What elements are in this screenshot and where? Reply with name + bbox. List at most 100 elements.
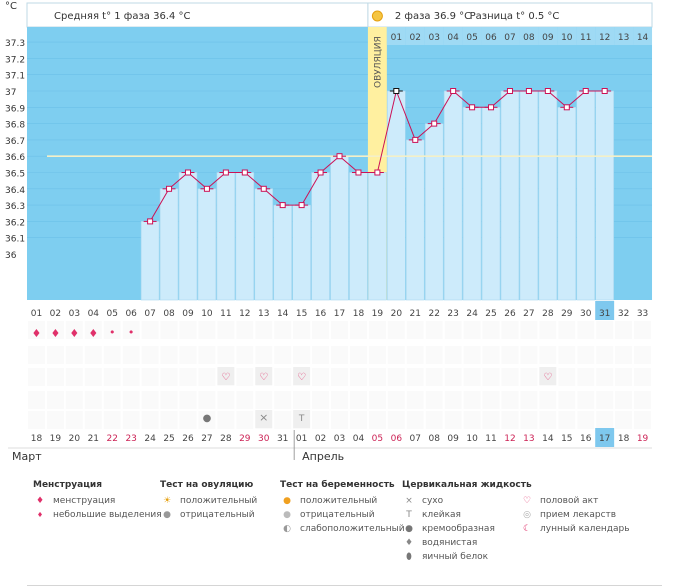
- mark-cell: [198, 321, 216, 339]
- phase-difference: Разница t° 0.5 °C: [470, 11, 560, 22]
- legend-item-label: лунный календарь: [540, 524, 630, 534]
- mark-cell: [255, 346, 273, 364]
- temperature-segment: [395, 90, 416, 141]
- temperature-point: [222, 169, 229, 176]
- month-label-march: Март: [12, 450, 42, 463]
- mark-cell: [293, 391, 311, 409]
- cycle-day-label: 33: [637, 309, 648, 319]
- mark-cell: [463, 411, 481, 429]
- mark-cell: [274, 321, 292, 339]
- spotting-drop-icon: •: [109, 326, 116, 339]
- temperature-bar: [140, 221, 160, 301]
- creamy-icon: ●: [405, 524, 413, 534]
- calendar-date: 29: [239, 434, 251, 444]
- legend-item: ● отрицательный: [280, 508, 405, 522]
- cycle-day-label: 05: [107, 309, 118, 319]
- mark-cell: [46, 411, 64, 429]
- mark-cell: [46, 368, 64, 386]
- cycle-day-label: 20: [391, 309, 403, 319]
- mark-cell: [444, 321, 462, 339]
- calendar-date: 17: [599, 434, 610, 444]
- spotting-drop-icon: •: [128, 326, 135, 339]
- temperature-segment: [206, 172, 227, 190]
- legend-item: ● кремообразная: [402, 522, 532, 536]
- legend-item-label: положительный: [300, 496, 378, 506]
- cycle-day-label: 32: [618, 309, 629, 319]
- legend-item-label: небольшие выделения: [53, 510, 162, 520]
- temperature-bar: [538, 90, 558, 301]
- calendar-date: 02: [315, 434, 326, 444]
- cycle-day-label: 24: [466, 309, 478, 319]
- temperature-point: [203, 185, 210, 192]
- menstruation-drop-icon: ♦: [88, 327, 98, 340]
- temperature-point: [355, 169, 362, 176]
- mark-cell: [217, 391, 235, 409]
- today-marker: [595, 301, 615, 320]
- mark-cell: [596, 391, 614, 409]
- mark-cell: [255, 321, 273, 339]
- calendar-date: 23: [125, 434, 136, 444]
- footer-divider: [27, 585, 662, 586]
- calendar-date: 19: [637, 434, 649, 444]
- y-axis-unit: °C: [5, 1, 17, 12]
- sun-grey-icon: ●: [163, 510, 171, 520]
- temperature-bar: [254, 188, 274, 301]
- drop-grey-icon: ♦: [404, 538, 414, 548]
- mark-cell: [387, 321, 405, 339]
- mark-cell: [28, 321, 45, 339]
- mark-cell: [577, 391, 595, 409]
- mark-cell: [179, 368, 197, 386]
- legend-item: ● отрицательный: [160, 508, 257, 522]
- mark-cell: [444, 411, 462, 429]
- y-tick-label: 36.2: [5, 218, 25, 228]
- legend-item: ⬮ яичный белок: [402, 550, 532, 564]
- mark-cell: [312, 346, 330, 364]
- cycle-day-label: 08: [163, 309, 175, 319]
- mark-cell: [501, 391, 519, 409]
- mark-cell: [312, 368, 330, 386]
- mark-cell: [615, 411, 633, 429]
- drop-small-icon: ♦: [36, 511, 44, 519]
- temperature-point: [412, 136, 419, 143]
- temperature-point: [147, 218, 154, 225]
- mark-cell: [198, 391, 216, 409]
- mark-cell: [103, 411, 121, 429]
- mark-cell: [520, 368, 538, 386]
- cycle-day-label: 13: [258, 309, 269, 319]
- mark-cell: [103, 391, 121, 409]
- mark-cell: [122, 346, 140, 364]
- temperature-point: [393, 88, 400, 94]
- mark-cell: [331, 321, 348, 339]
- mark-cell: [368, 321, 386, 339]
- dpo-day-label: 11: [580, 33, 591, 43]
- menstruation-drop-icon: ♦: [50, 327, 60, 340]
- calendar-date: 01: [296, 434, 307, 444]
- dpo-cell: [481, 27, 501, 45]
- legend-group: Тест на беременность ● положительный ● отриц…: [280, 480, 405, 536]
- y-tick-label: 36.9: [5, 104, 25, 114]
- mark-cell: [217, 321, 235, 339]
- calendar-date: 05: [372, 434, 383, 444]
- calendar-date: 28: [220, 434, 232, 444]
- mark-cell: [160, 411, 178, 429]
- calendar-date: 22: [107, 434, 118, 444]
- mark-cell: [349, 321, 367, 339]
- mark-cell: [387, 346, 405, 364]
- mark-cell: [331, 391, 348, 409]
- temperature-segment: [301, 172, 322, 206]
- legend-item-label: прием лекарств: [540, 510, 617, 520]
- dpo-cell: [386, 27, 406, 45]
- calendar-date: 15: [561, 434, 572, 444]
- phase2-average: 2 фаза 36.9 °C: [395, 11, 471, 22]
- dpo-day-label: 02: [410, 33, 421, 43]
- dpo-cell: [576, 27, 596, 45]
- y-tick-label: 36.8: [5, 121, 25, 131]
- temperature-bar: [235, 172, 255, 301]
- mark-cell: [84, 368, 102, 386]
- temperature-bar: [330, 155, 349, 301]
- mark-cell: [331, 411, 348, 429]
- dpo-cell: [405, 27, 425, 45]
- temperature-bar: [159, 188, 179, 301]
- mark-cell: [349, 391, 367, 409]
- mark-cell: [368, 346, 386, 364]
